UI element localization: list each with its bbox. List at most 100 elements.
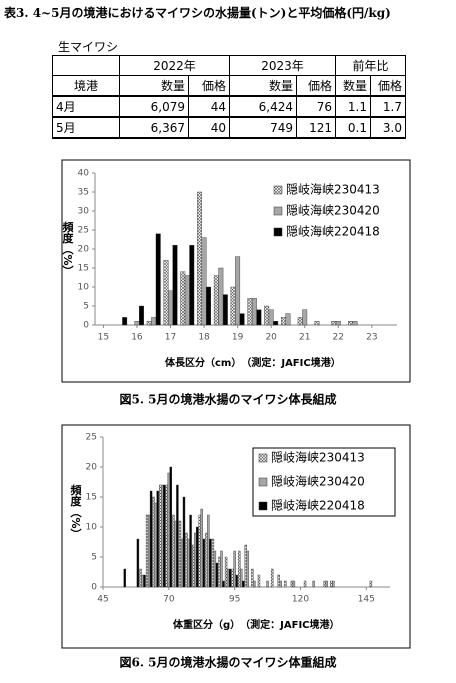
bar [215,562,219,588]
y-tick-label: 20 [86,463,98,473]
bar [169,466,173,588]
bar [297,317,303,326]
table-label: 生マイワシ [58,40,119,54]
bar [147,514,151,588]
bar [247,298,253,326]
cell: 6,367 [119,116,189,139]
bar [230,286,236,326]
x-tick-label: 20 [265,333,277,343]
x-tick-label: 145 [358,595,375,605]
bar [202,538,205,588]
y-tick-label: 5 [91,553,97,563]
bar [242,580,245,588]
y-tick-label: 25 [86,433,97,443]
legend-label: 隠岐海峡230413 [271,450,365,465]
y-tick-label: 5 [83,302,89,312]
x-axis-label: 体長区分（cm） （測定：JAFIC境港） [165,356,341,369]
y-tick-label: 0 [83,321,89,331]
bar [290,580,294,588]
table: 2022年 2023年 前年比 境港 数量 価格 数量 価格 数量 価格 4月 6… [52,55,406,139]
bar [224,556,228,588]
y-tick-label: 30 [78,207,90,217]
bar [209,538,212,588]
bar [193,532,197,588]
y-tick-label: 0 [91,583,97,593]
y-tick-label: 10 [78,283,90,293]
x-tick-label: 16 [131,333,143,343]
bar [163,484,166,588]
bar [187,538,190,588]
header: 数量 [119,75,189,97]
y-tick-label: 25 [78,226,89,236]
bar [244,544,248,588]
bar [165,484,169,588]
bar [323,580,327,588]
x-tick-label: 45 [97,595,108,605]
x-axis-label: 体重区分（g） （測定：JAFIC境港） [173,618,340,631]
bar [145,514,149,588]
bar [213,275,219,326]
cell: 5月 [52,116,120,139]
bar [123,568,126,588]
bar [302,309,308,326]
bar [335,321,341,326]
bar [207,514,210,588]
bar [222,294,228,326]
bar [270,568,274,588]
cell: 6,079 [119,95,189,118]
bar [220,550,223,588]
legend-label: 隠岐海峡230413 [286,182,380,197]
bar [178,520,182,588]
bar [197,191,203,326]
bar [332,580,335,588]
bar [163,260,169,326]
bar [312,580,315,588]
bar [195,526,199,588]
bar [277,574,280,588]
bar [174,520,177,588]
bar [257,574,261,588]
bar [159,484,162,588]
bar [273,321,279,326]
bar [146,321,152,326]
bar [185,532,188,588]
bar [253,580,256,588]
bar [239,313,245,326]
bar [149,490,153,588]
bar [285,313,291,326]
bar [352,321,358,326]
y-tick-label: 15 [78,264,89,274]
bar [228,568,232,588]
bar [264,305,270,326]
cell: 3.0 [370,116,406,139]
bar [222,580,225,588]
cell: 749 [229,116,297,139]
legend-swatch [258,501,268,511]
bar [172,514,175,588]
bar [284,580,287,588]
bar [176,484,179,588]
bar [279,580,282,588]
bar [136,538,140,588]
cell: 44 [188,95,230,118]
bar [155,233,161,326]
bar [231,568,234,588]
x-tick-label: 120 [292,595,309,605]
y-tick-label: 15 [86,493,97,503]
bar [235,256,241,326]
title: 表3. 4~5月の境港におけるマイワシの水揚量(トン)と平均価格(円/kg) [4,6,391,20]
bar [167,472,171,588]
x-tick-label: 22 [333,333,344,343]
x-tick-label: 19 [232,333,244,343]
y-tick-label: 10 [86,523,98,533]
y-tick-label: 40 [78,169,90,179]
x-tick-label: 95 [229,595,240,605]
x-tick-label: 23 [366,333,377,343]
cell: 6,424 [229,95,297,118]
bar [184,275,190,326]
header: 数量 [335,75,371,97]
bar [180,538,184,588]
bar [143,574,146,588]
bar [200,508,203,588]
legend-swatch [258,453,268,463]
